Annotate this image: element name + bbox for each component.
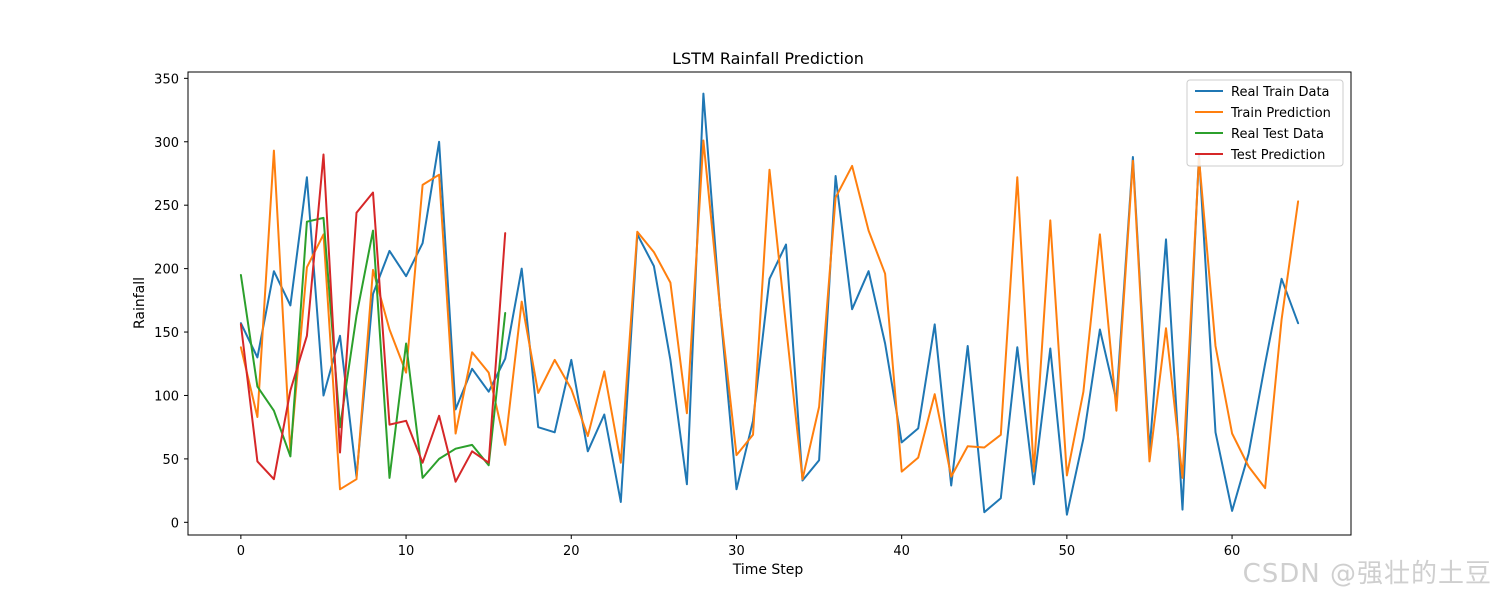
series-line-1 xyxy=(239,139,1300,491)
x-tick-label: 20 xyxy=(563,544,580,559)
y-axis-label: Rainfall xyxy=(132,277,148,329)
y-tick-label: 200 xyxy=(154,263,179,278)
x-tick-label: 30 xyxy=(728,544,745,559)
x-tick-label: 60 xyxy=(1224,544,1241,559)
x-tick-label: 10 xyxy=(398,544,415,559)
plot-area-frame xyxy=(187,71,1352,536)
legend-label: Real Train Data xyxy=(1231,85,1330,100)
plot-series xyxy=(239,92,1300,516)
x-tick-label: 50 xyxy=(1059,544,1076,559)
y-tick-label: 350 xyxy=(154,72,179,87)
legend: Real Train Data Train Prediction Real Test… xyxy=(1186,79,1344,167)
x-axis-label: Time Step xyxy=(732,562,804,578)
y-tick-label: 50 xyxy=(162,453,179,468)
legend-label: Test Prediction xyxy=(1230,148,1325,163)
x-axis: 0 10 20 30 40 50 60 xyxy=(237,535,1241,559)
y-tick-label: 150 xyxy=(154,326,179,341)
y-tick-label: 250 xyxy=(154,199,179,214)
series-line-0 xyxy=(239,92,1300,516)
series-line-2 xyxy=(239,216,507,479)
legend-label: Real Test Data xyxy=(1231,127,1324,142)
legend-box xyxy=(1186,79,1344,167)
y-axis: 0 50 100 150 200 250 300 350 xyxy=(154,72,188,531)
watermark: CSDN @强壮的土豆 xyxy=(1242,559,1492,589)
series-line-3 xyxy=(239,153,507,483)
chart-title: LSTM Rainfall Prediction xyxy=(672,49,864,68)
y-tick-label: 0 xyxy=(171,516,179,531)
y-tick-label: 300 xyxy=(154,136,179,151)
x-tick-label: 0 xyxy=(237,544,245,559)
y-tick-label: 100 xyxy=(154,389,179,404)
x-tick-label: 40 xyxy=(893,544,910,559)
legend-label: Train Prediction xyxy=(1230,106,1331,121)
